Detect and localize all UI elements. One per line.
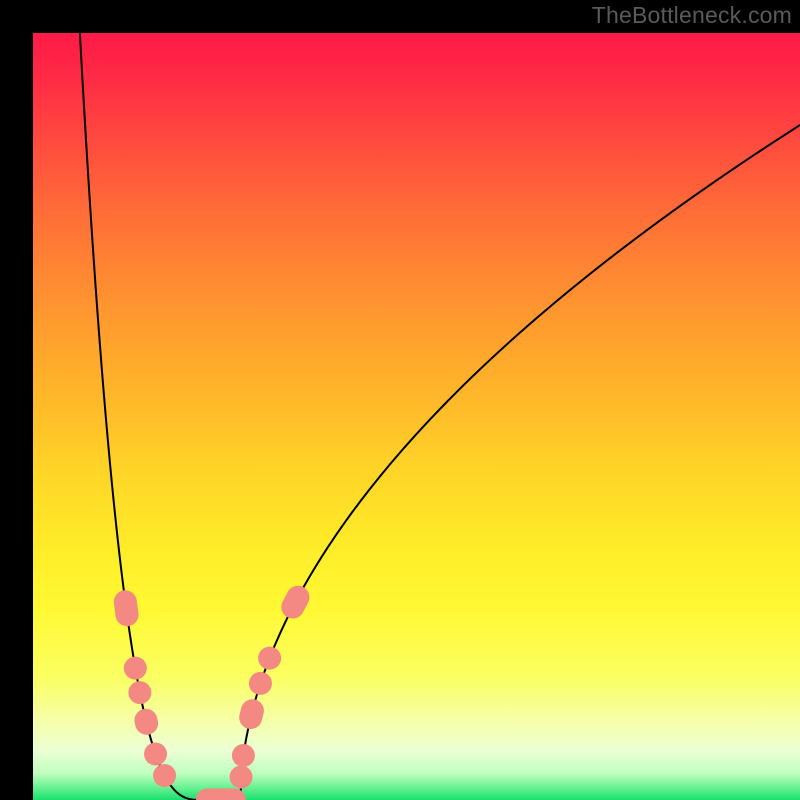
curve-marker <box>144 742 167 765</box>
chart-container: TheBottleneck.com <box>0 0 800 800</box>
curve-marker <box>249 672 272 695</box>
chart-svg <box>0 0 800 800</box>
curve-marker <box>153 764 176 787</box>
curve-marker <box>124 657 147 680</box>
curve-marker-pill <box>196 789 246 800</box>
curve-marker <box>128 681 151 704</box>
curve-marker <box>232 744 255 767</box>
curve-marker <box>258 647 281 670</box>
curve-marker <box>230 765 253 788</box>
